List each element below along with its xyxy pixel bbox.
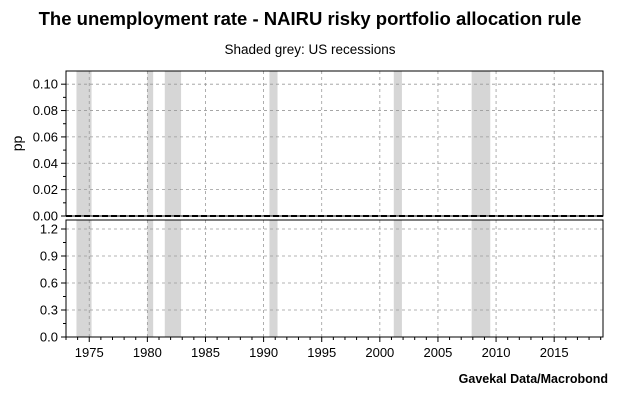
recession-band-0-3 (269, 71, 278, 216)
x-tick-label: 1980 (133, 345, 162, 360)
x-tick-label: 1975 (75, 345, 104, 360)
x-tick-label: 1985 (191, 345, 220, 360)
y-tick-label: 0.02 (33, 182, 58, 197)
y-tick-label: 0.04 (33, 156, 58, 171)
recession-band-1-4 (393, 220, 402, 337)
y-tick-label: 0.3 (40, 303, 58, 318)
recession-band-1-0 (76, 220, 92, 337)
panel-frame-1 (65, 219, 604, 338)
y-tick-label: 1.2 (40, 222, 58, 237)
y-tick-label: 0.08 (33, 103, 58, 118)
source-label: Gavekal Data/Macrobond (458, 372, 608, 386)
recession-band-1-5 (471, 220, 491, 337)
recession-band-0-5 (471, 71, 491, 216)
panel-frame-0 (65, 70, 604, 217)
recession-band-0-4 (393, 71, 402, 216)
x-tick-label: 2005 (423, 345, 452, 360)
recession-band-1-2 (164, 220, 182, 337)
x-tick-label: 2010 (482, 345, 511, 360)
y-tick-label: 0.6 (40, 276, 58, 291)
recession-band-1-1 (147, 220, 154, 337)
y-tick-label: 0.9 (40, 249, 58, 264)
x-tick-label: 1990 (249, 345, 278, 360)
y-tick-label: 0.06 (33, 129, 58, 144)
y-tick-label: 0.0 (40, 330, 58, 345)
y-tick-label: 0.10 (33, 77, 58, 92)
recession-band-0-2 (164, 71, 182, 216)
recession-band-0-0 (76, 71, 92, 216)
recession-band-1-3 (269, 220, 278, 337)
x-tick-label: 2000 (365, 345, 394, 360)
x-tick-label: 2015 (540, 345, 569, 360)
chart-subtitle: Shaded grey: US recessions (224, 42, 396, 57)
y-axis-label: pp (9, 136, 25, 152)
y-tick-label: 0.00 (33, 209, 58, 224)
chart-title: The unemployment rate - NAIRU risky port… (38, 8, 582, 29)
recession-band-0-1 (147, 71, 154, 216)
x-tick-label: 1995 (307, 345, 336, 360)
